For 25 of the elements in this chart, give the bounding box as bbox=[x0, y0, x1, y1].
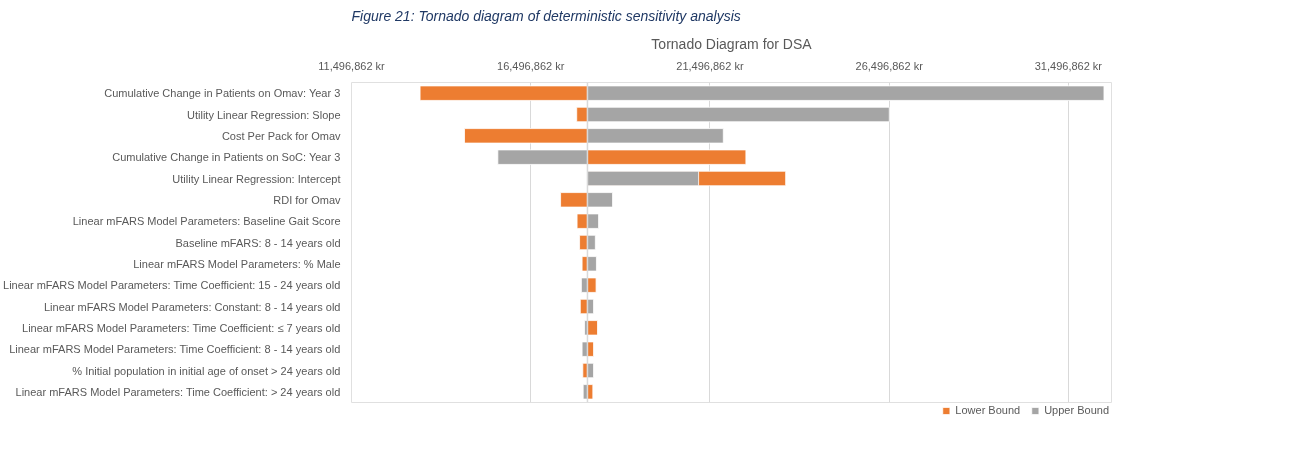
x-tick-label: 21,496,862 kr bbox=[676, 59, 744, 72]
x-tick-label: 31,496,862 kr bbox=[1034, 59, 1103, 72]
y-tick-label: Linear mFARS Model Parameters: % Male bbox=[133, 257, 341, 270]
y-tick-label: Linear mFARS Model Parameters: Constant: 8 - 14 years old bbox=[43, 300, 341, 313]
x-tick-label: 26,496,862 kr bbox=[855, 59, 924, 72]
caption: Figure 21: Tornado diagram of deterministic sensitivity analysis bbox=[351, 7, 741, 24]
chart-title: Tornado Diagram for DSA bbox=[651, 35, 813, 52]
y-tick-label: Linear mFARS Model Parameters: Time Coefficient: ≤ 7 years old bbox=[22, 321, 341, 334]
y-tick-label: Linear mFARS Model Parameters: Time Coefficient: > 24 years old bbox=[15, 385, 341, 398]
y-tick-label: Baseline mFARS: 8 - 14 years old bbox=[175, 236, 341, 249]
y-tick-label: Utility Linear Regression: Intercept bbox=[172, 172, 341, 185]
y-tick-label: RDI for Omav bbox=[273, 193, 341, 206]
y-tick-label: Cost Per Pack for Omav bbox=[221, 129, 341, 142]
y-tick-label: % Initial population in initial age of onset > 24 years old bbox=[72, 364, 341, 377]
y-tick-label: Linear mFARS Model Parameters: Time Coefficient: 15 - 24 years old bbox=[3, 279, 341, 292]
legend-label: Upper Bound bbox=[1044, 404, 1109, 416]
y-tick-label: Cumulative Change in Patients on Omav: Year 3 bbox=[104, 87, 341, 100]
y-tick-label: Linear mFARS Model Parameters: Time Coefficient: 8 - 14 years old bbox=[9, 343, 341, 356]
bar bbox=[587, 320, 598, 336]
legend-label: Lower Bound bbox=[955, 404, 1021, 416]
y-tick-label: Cumulative Change in Patients on SoC: Year 3 bbox=[112, 151, 341, 164]
y-tick-label: Utility Linear Regression: Slope bbox=[187, 108, 341, 121]
x-tick-label: 16,496,862 kr bbox=[497, 59, 565, 72]
y-tick-label: Linear mFARS Model Parameters: Baseline Gait Score bbox=[72, 215, 341, 228]
x-tick-label: 11,496,862 kr bbox=[318, 59, 386, 72]
